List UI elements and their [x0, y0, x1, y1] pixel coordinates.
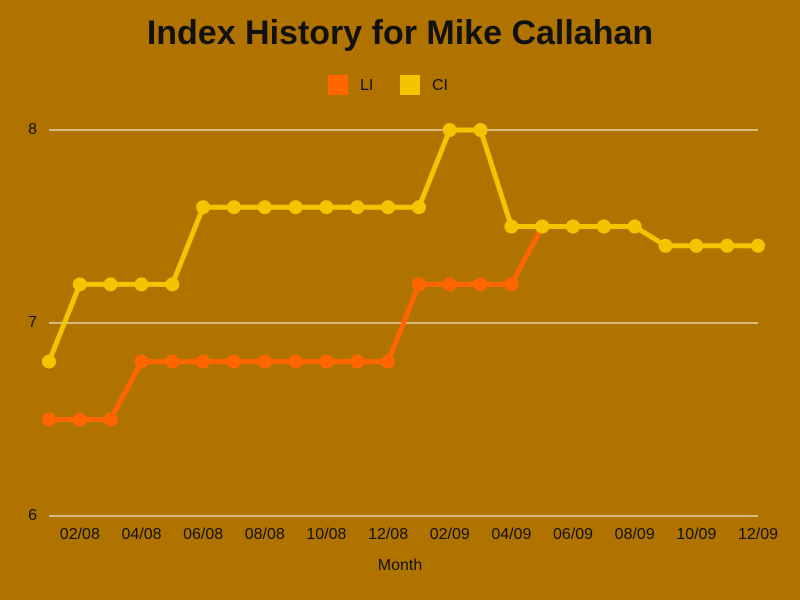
data-point	[442, 277, 457, 292]
data-point	[319, 354, 334, 369]
x-axis-label: Month	[378, 557, 422, 574]
data-point	[350, 200, 365, 215]
data-point	[319, 200, 334, 215]
legend-label: CI	[432, 77, 448, 94]
data-point	[196, 200, 211, 215]
data-point	[72, 412, 87, 427]
data-point	[226, 200, 241, 215]
data-point	[381, 354, 396, 369]
y-tick-label: 8	[28, 121, 37, 138]
data-point	[42, 354, 56, 369]
data-point	[103, 412, 118, 427]
legend-swatch	[400, 75, 420, 95]
data-point	[381, 200, 396, 215]
data-point	[72, 277, 87, 292]
data-point	[720, 238, 735, 253]
data-point	[134, 277, 149, 292]
data-point	[103, 277, 118, 292]
legend-label: LI	[360, 77, 373, 94]
data-point	[473, 123, 488, 137]
x-tick-label: 10/08	[306, 526, 346, 543]
data-point	[165, 354, 180, 369]
data-point	[411, 200, 426, 215]
data-point	[689, 238, 704, 253]
data-point	[42, 412, 56, 427]
x-tick-label: 04/08	[121, 526, 161, 543]
x-tick-label: 04/09	[491, 526, 531, 543]
data-point	[411, 277, 426, 292]
y-tick-label: 7	[28, 314, 37, 331]
legend-swatch	[328, 75, 348, 95]
x-tick-label: 06/08	[183, 526, 223, 543]
data-point	[257, 200, 272, 215]
data-point	[627, 219, 642, 234]
x-tick-label: 08/08	[245, 526, 285, 543]
x-tick-label: 12/09	[738, 526, 778, 543]
data-point	[288, 200, 303, 215]
data-point	[751, 238, 765, 253]
data-point	[350, 354, 365, 369]
chart-title: Index History for Mike Callahan	[147, 14, 653, 52]
data-point	[165, 277, 180, 292]
data-point	[504, 277, 519, 292]
data-point	[658, 238, 673, 253]
data-point	[535, 219, 550, 234]
x-tick-label: 10/09	[676, 526, 716, 543]
data-point	[226, 354, 241, 369]
data-point	[196, 354, 211, 369]
x-tick-label: 12/08	[368, 526, 408, 543]
data-point	[566, 219, 581, 234]
data-point	[473, 277, 488, 292]
data-point	[504, 219, 519, 234]
y-tick-label: 6	[28, 507, 37, 524]
data-point	[596, 219, 611, 234]
data-point	[288, 354, 303, 369]
x-tick-label: 02/08	[60, 526, 100, 543]
data-point	[134, 354, 149, 369]
data-point	[442, 123, 457, 137]
x-tick-label: 08/09	[615, 526, 655, 543]
x-tick-label: 06/09	[553, 526, 593, 543]
x-tick-label: 02/09	[430, 526, 470, 543]
data-point	[257, 354, 272, 369]
